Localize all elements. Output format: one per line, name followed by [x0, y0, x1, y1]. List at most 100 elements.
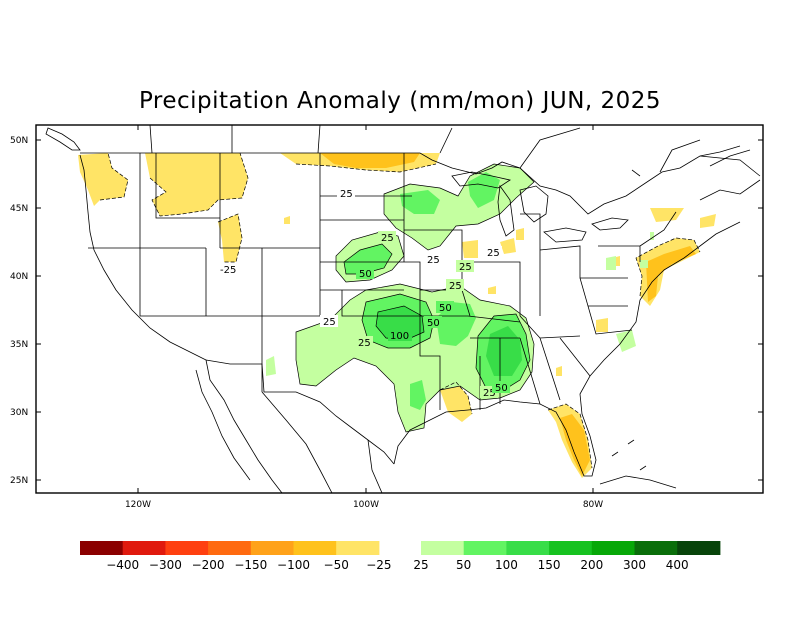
dry-region-florida-core [560, 414, 590, 476]
latitude-axis [36, 139, 763, 481]
contour-lines [99, 152, 701, 469]
canada-ne-coast [631, 149, 761, 201]
contour-25-central [295, 283, 535, 433]
legend-label: −400 [106, 558, 139, 572]
legend-label: 25 [413, 558, 428, 572]
map-frame [35, 124, 764, 494]
legend-label: 400 [666, 558, 689, 572]
contour-lines-wet [295, 163, 535, 433]
vancouver-island [45, 127, 81, 151]
contour-25-north [335, 163, 535, 283]
lat-tick-label: 50N [10, 136, 28, 146]
lat-tick-label: 35N [10, 340, 28, 350]
wet-region-texas-east [410, 380, 426, 410]
legend-swatch-dry [80, 541, 124, 555]
dry-region-indiana [462, 240, 478, 258]
contour-minus25-west [99, 152, 249, 263]
contour-label: 25 [449, 281, 462, 292]
contour-labels: 25 25 -25 50 25 25 25 25 50 50 25 100 25 [218, 187, 510, 399]
contour-label: 50 [495, 383, 508, 394]
lat-tick-label: 40N [10, 272, 28, 282]
contour-label: 50 [427, 318, 440, 329]
legend-label: −25 [366, 558, 391, 572]
dry-region-georgia [556, 366, 562, 376]
lon-tick-label: 100W [353, 500, 379, 510]
contour-label: 25 [483, 388, 496, 399]
legend-label: 300 [623, 558, 646, 572]
legend-label: −50 [324, 558, 349, 572]
lat-tick-label: 45N [10, 204, 28, 214]
contour-label: 25 [340, 189, 353, 200]
legend-swatch-wet [634, 541, 678, 555]
legend-swatch-dry [165, 541, 209, 555]
dry-region-wyoming-dot [284, 216, 290, 224]
dry-region-carolinas [596, 318, 608, 332]
contour-label: 25 [323, 317, 336, 328]
contour-label: 100 [390, 331, 409, 342]
wet-region-tennessee-core [486, 326, 522, 376]
lat-tick-label: 30N [10, 408, 28, 418]
dry-region-idaho-montana [145, 153, 248, 216]
great-lakes [451, 171, 629, 243]
contour-label: 25 [459, 262, 472, 273]
legend-label: 200 [580, 558, 603, 572]
wet-region-maine-dot [650, 232, 654, 240]
legend-swatch-dry [293, 541, 337, 555]
legend-swatch-wet [421, 541, 465, 555]
wet-region-penn [640, 260, 648, 268]
state-lines-east [520, 211, 677, 335]
baja-california [195, 369, 251, 481]
legend-label: −300 [149, 558, 182, 572]
legend-label: −150 [234, 558, 267, 572]
contour-50 [343, 243, 531, 391]
dry-region-idaho-south [218, 214, 242, 262]
us-mexico-border [205, 359, 395, 465]
contour-label: 50 [359, 269, 372, 280]
us-canada-border [80, 145, 741, 215]
wet-region-nebraska-mid [344, 244, 392, 274]
canada-lines [149, 125, 761, 177]
contour-label: 25 [358, 338, 371, 349]
legend-labels: −400 −300 −200 −150 −100 −50 −25 25 50 100 150 200 3… [106, 558, 688, 572]
gulf-coastline [393, 221, 741, 477]
lon-tick-label: 80W [583, 500, 603, 510]
dry-region-maine [650, 208, 684, 222]
contour-label: 25 [427, 255, 440, 266]
mexico-lines [205, 359, 383, 493]
legend-swatch-wet [549, 541, 593, 555]
legend-label: 50 [456, 558, 471, 572]
contour-label: 25 [487, 248, 500, 259]
legend-swatch-wet [463, 541, 507, 555]
dry-region-illinois-dot [488, 286, 496, 294]
latitude-tick-labels: 50N 45N 40N 35N 30N 25N [10, 136, 28, 486]
wet-region-virginia [616, 330, 636, 352]
contour-label: 25 [381, 233, 394, 244]
longitude-axis [137, 125, 594, 493]
legend-label: 100 [495, 558, 518, 572]
contour-100 [375, 305, 425, 341]
legend-swatch-dry [250, 541, 294, 555]
lon-tick-label: 120W [125, 500, 151, 510]
legend-swatch-dry [122, 541, 166, 555]
dry-region-pacific-nw [78, 153, 128, 206]
contour-label: -25 [220, 265, 236, 276]
legend-label: −100 [277, 558, 310, 572]
longitude-tick-labels: 120W 100W 80W [125, 500, 603, 510]
legend-swatch-dry [336, 541, 380, 555]
legend-swatch-dry [208, 541, 252, 555]
contour-label: 50 [439, 303, 452, 314]
map-plot-area: 25 25 -25 50 25 25 25 25 50 50 25 100 25 [45, 125, 761, 493]
state-lines-west [88, 153, 420, 392]
political-boundaries [45, 125, 761, 493]
legend-swatch-wet [506, 541, 550, 555]
legend-swatch-wet [677, 541, 721, 555]
wet-region-minnesota-wisc [468, 172, 500, 208]
caribbean-islands [599, 439, 677, 489]
lat-tick-label: 25N [10, 476, 28, 486]
dry-region-northeast-core [646, 246, 696, 302]
map-title: Precipitation Anomaly (mm/mon) JUN, 2025 [138, 88, 662, 114]
anomaly-shading [78, 153, 716, 478]
wet-region-arizona [266, 356, 276, 376]
legend-label: −200 [192, 558, 225, 572]
